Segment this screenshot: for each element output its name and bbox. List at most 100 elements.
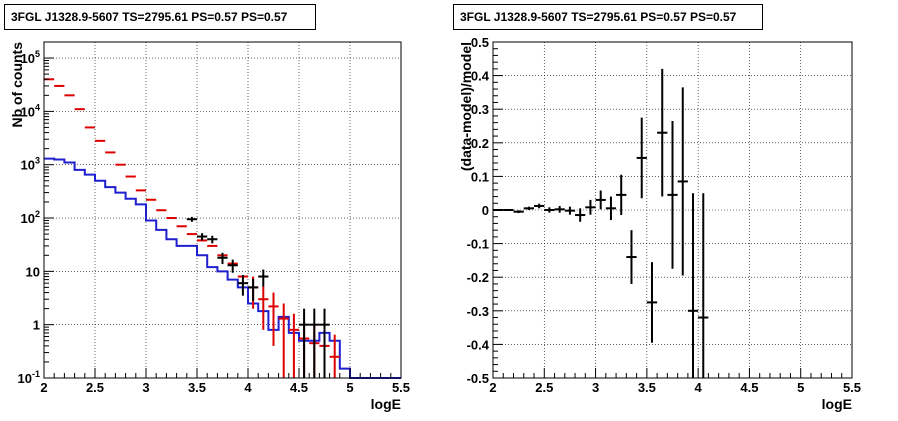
residual-point [687,193,699,378]
data-series-point [309,308,320,378]
x-tick-label: 5.5 [843,380,861,395]
y-tick-label: 10 [26,264,40,279]
y-tick-label: 0.5 [471,35,489,50]
x-tick-label: 4 [695,380,703,395]
residual-point [605,196,617,221]
plot-area [44,42,401,378]
residual-point [585,199,596,215]
x-tick-label: 3.5 [638,380,656,395]
y-tick-label: 0.4 [471,69,490,84]
residual-chart-title: 3FGL J1328.9-5607 TS=2795.61 PS=0.57 PS=… [453,4,763,30]
y-tick-label: -0.4 [467,337,490,352]
data-series-point [217,252,228,265]
x-tick-label: 2.5 [535,380,553,395]
residual-point [575,208,586,222]
residual-point [595,190,606,210]
y-tick-label: 103 [21,156,40,173]
y-tick-label: 102 [21,209,40,226]
x-tick-label: 2 [489,380,496,395]
data-series-point [258,269,269,287]
y-tick-label-exponent: 2 [35,209,40,219]
y-tick-label: -0.5 [467,371,489,386]
x-tick-label: 4.5 [740,380,758,395]
x-tick-label: 3.5 [188,380,206,395]
y-tick-label: -0.1 [467,237,489,252]
x-tick-label: 4.5 [290,380,308,395]
residual-point [523,206,535,210]
residual-point [513,210,524,214]
residual-point [636,117,647,199]
residual-pad: 2 2.5 3 3.5 4 4.5 5 5.5 logE -0.5 -0.4 -0.3 -0.2 -0.1… [449,0,898,421]
red-series-point [268,292,279,346]
counts-pad: 2 2.5 3 3.5 4 4.5 5 5.5 logE 10-1 1 10 102 103 104 105 N… [4,4,410,412]
x-axis-label: logE [822,396,852,412]
y-tick-label: 0.1 [471,169,489,184]
residual-points [493,68,709,378]
y-axis: -0.5 -0.4 -0.3 -0.2 -0.1 0 0.1 0.2 0.3 0.4 0.5(dat… [458,35,503,386]
y-tick-label: 0.3 [471,102,489,117]
red-series-point [278,303,289,378]
x-tick-label: 4 [244,380,252,395]
red-series-point [329,334,340,378]
data-series-points [186,216,330,378]
grid [44,42,401,378]
residual-point [564,206,576,215]
x-tick-label: 3 [592,380,599,395]
y-tick-label-exponent: 5 [35,49,40,59]
x-tick-label: 5 [797,380,804,395]
residual-point [667,120,678,269]
y-tick-label-exponent: 3 [35,156,40,166]
grid [493,42,852,378]
y-tick-label-base: 10 [21,158,35,173]
y-tick-label: 0 [482,203,489,218]
x-tick-label: 3 [142,380,149,395]
residual-point [677,87,688,276]
x-tick-label: 2.5 [86,380,104,395]
x-tick-label: 5 [346,380,353,395]
y-tick-label: -0.2 [467,270,489,285]
y-axis-label: Nb of counts [9,42,25,128]
data-series-point [207,235,218,244]
y-tick-label-exponent: -1 [32,369,40,379]
residual-point [554,205,565,213]
residual-point [646,262,658,343]
y-tick-label-base: 10 [21,211,35,226]
counts-chart-title: 3FGL J1328.9-5607 TS=2795.61 PS=0.57 PS=… [4,4,316,30]
residual-point [698,193,709,378]
residual-point [544,207,555,213]
data-series-point [197,233,208,241]
y-tick-label-base: 10 [21,51,35,66]
data-series-point [248,278,259,301]
data-series-point [186,216,197,222]
y-tick-label-exponent: 4 [35,102,40,112]
residual-point [626,230,637,284]
y-tick-label: 10-1 [18,369,40,386]
counts-chart: 2 2.5 3 3.5 4 4.5 5 5.5logE10-1110102103104105N… [9,41,410,412]
y-tick-label: 104 [21,102,40,119]
residual-point [503,208,514,212]
y-tick-label-base: 10 [21,104,35,119]
data-series-point [319,308,330,378]
x-tick-label: 5.5 [392,380,410,395]
red-series-point [258,286,269,330]
y-tick-label-base: 10 [18,371,32,386]
y-tick-label: -0.3 [467,304,489,319]
red-series-point [288,313,299,378]
plot-frame [43,41,402,379]
data-series-point [227,259,238,273]
data-series-point [299,308,310,378]
residual-point [616,174,627,216]
data-series-point [237,275,248,296]
residual-point [534,203,545,209]
x-axis-label: logE [371,396,401,412]
y-tick-label: 0.2 [471,136,489,151]
x-tick-label: 2 [40,380,47,395]
residual-point [657,68,668,197]
y-tick-label: 1 [33,318,40,333]
y-axis-label: (data-model)/model [458,42,474,171]
y-tick-label: 105 [21,49,40,66]
